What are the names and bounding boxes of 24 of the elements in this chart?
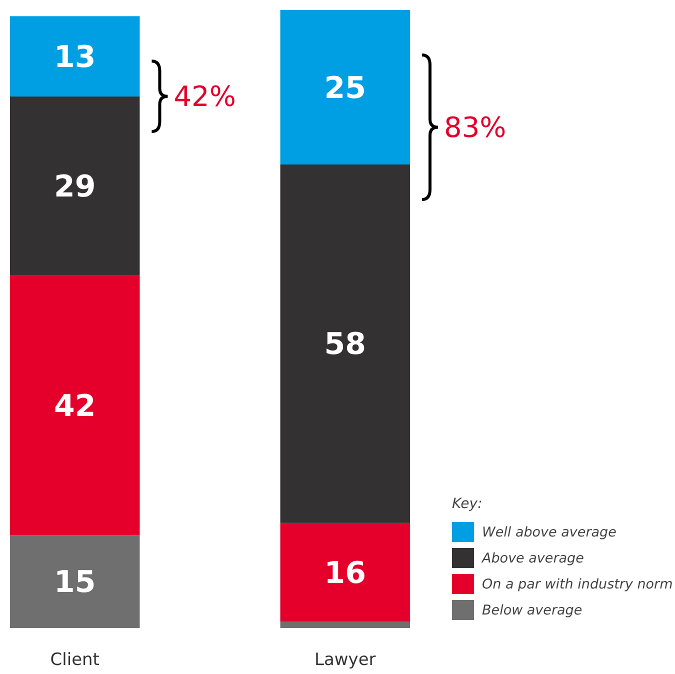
data-label: 16: [324, 556, 366, 591]
data-label: 42: [54, 389, 96, 424]
bar: [280, 10, 410, 164]
data-label: 29: [54, 170, 96, 205]
x-tick-label: Client: [50, 650, 100, 670]
bar: [10, 276, 140, 536]
data-label: 25: [324, 70, 366, 106]
data-label: 15: [54, 565, 96, 600]
legend-label: On a par with industry norm: [482, 576, 673, 593]
data-label: 58: [324, 327, 366, 362]
x-tick-label: Lawyer: [314, 650, 376, 670]
legend-label: Well above average: [482, 524, 616, 541]
data-label: 13: [54, 40, 96, 75]
annotation: 83%: [444, 111, 506, 144]
legend-label: Below average: [482, 602, 582, 619]
legend-label: Above average: [481, 550, 584, 567]
bar: [280, 522, 410, 622]
bar: [280, 622, 410, 628]
legend-title: Key:: [452, 496, 482, 512]
bar: [280, 164, 410, 523]
bar: [10, 535, 140, 628]
bar: [10, 16, 140, 97]
bar: [10, 96, 140, 276]
annotation: 42%: [174, 80, 236, 114]
